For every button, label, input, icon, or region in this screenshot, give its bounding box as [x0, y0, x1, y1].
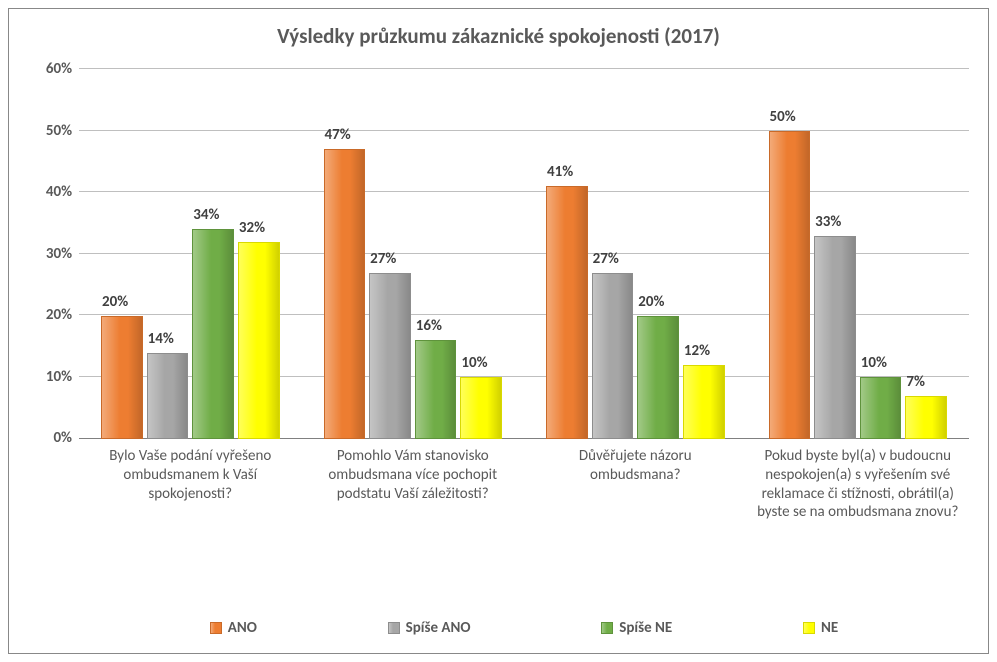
bar: 27% — [369, 273, 411, 440]
data-label: 34% — [193, 206, 219, 224]
data-label: 10% — [861, 354, 887, 372]
bar: 27% — [592, 273, 634, 440]
bar-wrap: 20% — [637, 69, 679, 439]
bar: 32% — [238, 242, 280, 439]
bar-wrap: 10% — [460, 69, 502, 439]
legend-item: Spíše NE — [601, 619, 672, 637]
x-axis-label: Pomohlo Vám stanovisko ombudsmana více p… — [302, 447, 525, 522]
bar-wrap: 16% — [415, 69, 457, 439]
legend-item: NE — [803, 619, 838, 637]
data-label: 20% — [638, 293, 664, 311]
bar-wrap: 12% — [683, 69, 725, 439]
bar-wrap: 34% — [192, 69, 234, 439]
chart-container: Výsledky průzkumu zákaznické spokojenost… — [8, 8, 989, 654]
bar-wrap: 33% — [814, 69, 856, 439]
bar-wrap: 7% — [905, 69, 947, 439]
data-label: 41% — [547, 163, 573, 181]
y-tick-label: 50% — [24, 122, 72, 140]
data-label: 32% — [239, 219, 265, 237]
legend-label: Spíše ANO — [406, 619, 471, 637]
legend: ANO Spíše ANO Spíše NE NE — [79, 619, 969, 637]
bar-wrap: 32% — [238, 69, 280, 439]
bar-wrap: 20% — [101, 69, 143, 439]
data-label: 27% — [593, 250, 619, 268]
data-label: 50% — [770, 108, 796, 126]
bars-row: 50%33%10%7% — [747, 69, 970, 439]
bar: 47% — [324, 149, 366, 439]
data-label: 16% — [416, 317, 442, 335]
data-label: 20% — [102, 293, 128, 311]
bar: 34% — [192, 229, 234, 439]
data-label: 14% — [148, 330, 174, 348]
bar-wrap: 47% — [324, 69, 366, 439]
y-tick-label: 10% — [24, 368, 72, 386]
bar: 20% — [101, 316, 143, 439]
plot-area: 0%10%20%30%40%50%60% 20%14%34%32%47%27%1… — [79, 69, 969, 439]
bar: 16% — [415, 340, 457, 439]
bar-wrap: 50% — [769, 69, 811, 439]
legend-swatch — [601, 622, 613, 634]
legend-label: Spíše NE — [619, 619, 672, 637]
data-label: 12% — [684, 342, 710, 360]
bar: 41% — [546, 186, 588, 439]
legend-item: ANO — [210, 619, 257, 637]
legend-label: NE — [821, 619, 838, 637]
chart-title: Výsledky průzkumu zákaznické spokojenost… — [9, 9, 988, 55]
x-axis-label: Bylo Vaše podání vyřešeno ombudsmanem k … — [79, 447, 302, 522]
bars-row: 41%27%20%12% — [524, 69, 747, 439]
bar: 14% — [147, 353, 189, 439]
x-axis-labels: Bylo Vaše podání vyřešeno ombudsmanem k … — [79, 447, 969, 522]
y-tick-label: 40% — [24, 183, 72, 201]
bar: 10% — [860, 377, 902, 439]
bar: 20% — [637, 316, 679, 439]
y-tick-label: 30% — [24, 245, 72, 263]
bar: 12% — [683, 365, 725, 439]
legend-swatch — [210, 622, 222, 634]
bar-group: 20%14%34%32% — [79, 69, 302, 439]
bar: 7% — [905, 396, 947, 439]
bar-groups: 20%14%34%32%47%27%16%10%41%27%20%12%50%3… — [79, 69, 969, 439]
data-label: 33% — [815, 213, 841, 231]
data-label: 47% — [325, 126, 351, 144]
bar: 10% — [460, 377, 502, 439]
y-tick-label: 0% — [24, 429, 72, 447]
data-label: 7% — [906, 373, 925, 391]
bar-wrap: 10% — [860, 69, 902, 439]
legend-item: Spíše ANO — [388, 619, 471, 637]
legend-swatch — [803, 622, 815, 634]
bar-wrap: 14% — [147, 69, 189, 439]
data-label: 10% — [461, 354, 487, 372]
y-tick-label: 60% — [24, 60, 72, 78]
bar-wrap: 27% — [369, 69, 411, 439]
legend-label: ANO — [228, 619, 257, 637]
bar-group: 50%33%10%7% — [747, 69, 970, 439]
bar-group: 41%27%20%12% — [524, 69, 747, 439]
y-tick-label: 20% — [24, 306, 72, 324]
x-axis-label: Pokud byste byl(a) v budoucnu nespokojen… — [747, 447, 970, 522]
legend-swatch — [388, 622, 400, 634]
bar: 33% — [814, 236, 856, 440]
bar-wrap: 41% — [546, 69, 588, 439]
data-label: 27% — [370, 250, 396, 268]
bars-row: 20%14%34%32% — [79, 69, 302, 439]
bar-group: 47%27%16%10% — [302, 69, 525, 439]
x-axis-label: Důvěřujete názoru ombudsmana? — [524, 447, 747, 522]
bar: 50% — [769, 131, 811, 439]
bars-row: 47%27%16%10% — [302, 69, 525, 439]
bar-wrap: 27% — [592, 69, 634, 439]
